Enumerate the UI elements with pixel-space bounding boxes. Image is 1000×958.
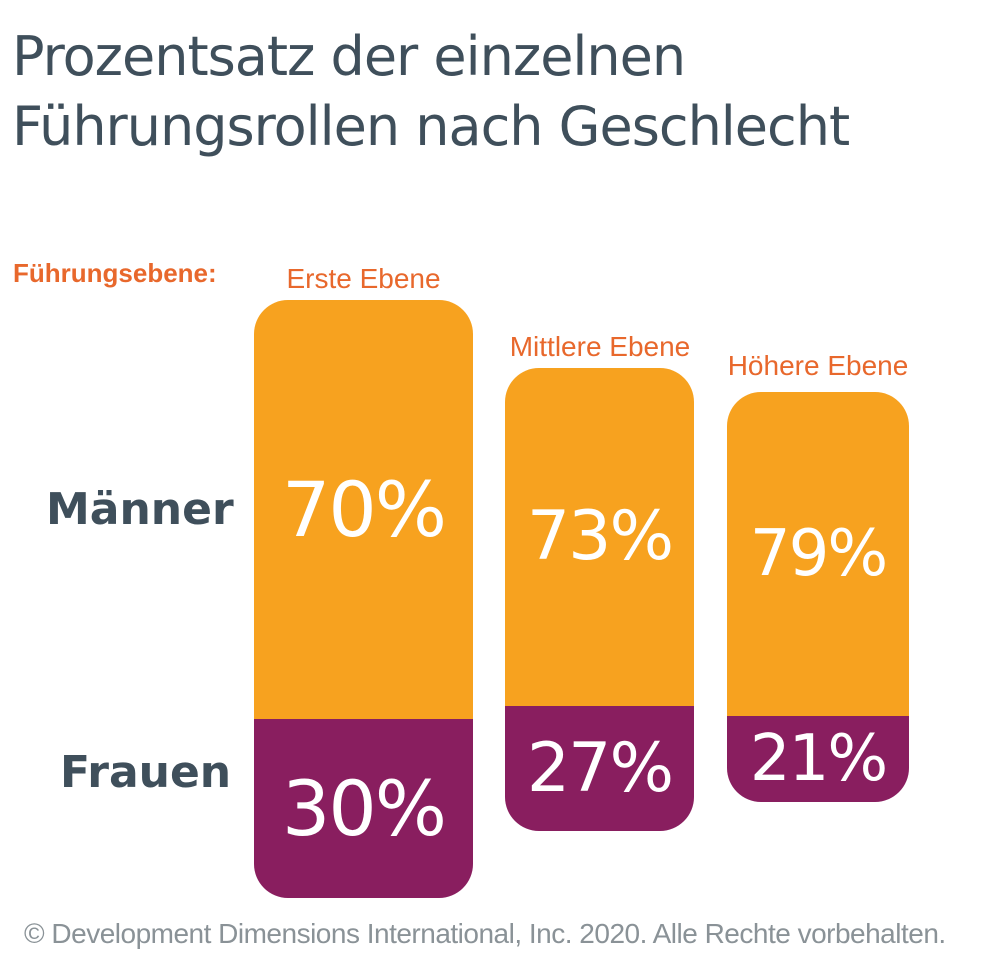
- data-label-men-erste-ebene: 70%: [282, 464, 447, 554]
- category-label-hoehere-ebene: Höhere Ebene: [727, 350, 909, 381]
- data-label-men-mittlere-ebene: 73%: [526, 497, 674, 577]
- chart-title: Prozentsatz der einzelnen Führungsrollen…: [12, 22, 992, 162]
- copyright-footer: © Development Dimensions International, …: [24, 918, 946, 949]
- bar-hoehere-ebene: 79% 21%: [727, 392, 909, 802]
- category-label-erste-ebene: Erste Ebene: [286, 263, 441, 294]
- chart-title-line-2: Führungsrollen nach Geschlecht: [12, 95, 850, 158]
- bar-segment-women-erste-ebene: 30%: [254, 718, 473, 898]
- data-label-women-hoehere-ebene: 21%: [749, 721, 888, 796]
- chart-title-line-1: Prozentsatz der einzelnen: [12, 25, 686, 88]
- bar-segment-men-hoehere-ebene: 79%: [727, 392, 909, 716]
- bar-mittlere-ebene: 73% 27%: [505, 368, 694, 831]
- row-label-men: Männer: [46, 484, 234, 535]
- bar-erste-ebene: 70% 30%: [254, 300, 473, 898]
- bar-segment-women-mittlere-ebene: 27%: [505, 705, 694, 831]
- data-label-women-mittlere-ebene: 27%: [526, 728, 674, 808]
- data-label-women-erste-ebene: 30%: [282, 763, 447, 853]
- data-label-men-hoehere-ebene: 79%: [749, 516, 888, 591]
- bar-segment-women-hoehere-ebene: 21%: [727, 715, 909, 802]
- category-label-mittlere-ebene: Mittlere Ebene: [509, 331, 691, 362]
- level-label: Führungsebene:: [13, 258, 217, 288]
- bar-segment-men-mittlere-ebene: 73%: [505, 368, 694, 706]
- bar-segment-men-erste-ebene: 70%: [254, 300, 473, 719]
- row-label-women: Frauen: [60, 747, 232, 798]
